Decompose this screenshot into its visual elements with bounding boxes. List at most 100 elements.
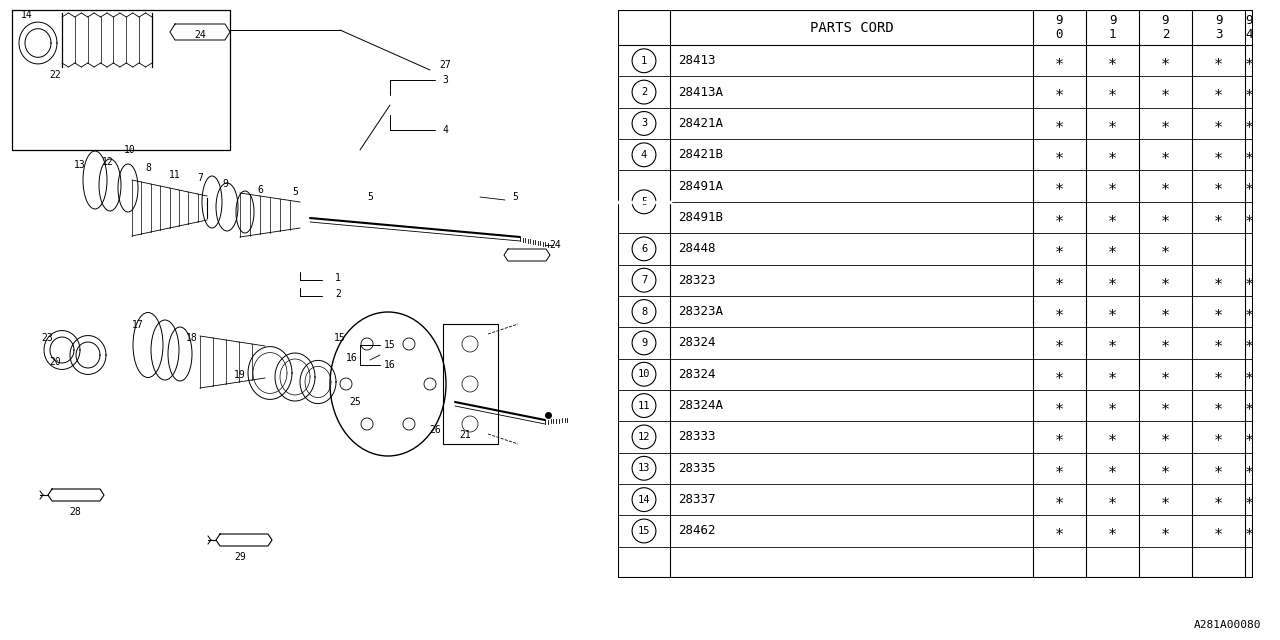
Text: 28491A: 28491A bbox=[678, 180, 723, 193]
Text: ∗: ∗ bbox=[1213, 429, 1224, 444]
Text: ∗: ∗ bbox=[1161, 524, 1170, 538]
Text: ∗: ∗ bbox=[1161, 335, 1170, 350]
Text: ∗: ∗ bbox=[1213, 524, 1224, 538]
Text: 26: 26 bbox=[429, 425, 440, 435]
Text: ∗: ∗ bbox=[1055, 116, 1064, 131]
Text: 2: 2 bbox=[641, 87, 648, 97]
Text: ∗: ∗ bbox=[1213, 116, 1224, 131]
Text: 24: 24 bbox=[549, 240, 561, 250]
Text: 6: 6 bbox=[257, 185, 262, 195]
Text: 13: 13 bbox=[74, 160, 86, 170]
Text: ∗: ∗ bbox=[1055, 524, 1064, 538]
Text: ∗: ∗ bbox=[1213, 304, 1224, 319]
Text: 22: 22 bbox=[49, 70, 61, 80]
Text: ∗: ∗ bbox=[1161, 492, 1170, 507]
Text: ∗: ∗ bbox=[1244, 273, 1253, 288]
Text: 28324A: 28324A bbox=[678, 399, 723, 412]
Text: 10: 10 bbox=[637, 369, 650, 380]
Text: ∗: ∗ bbox=[1055, 398, 1064, 413]
Text: 1: 1 bbox=[335, 273, 340, 283]
Text: 23: 23 bbox=[41, 333, 52, 343]
Text: 11: 11 bbox=[637, 401, 650, 411]
Text: ∗: ∗ bbox=[1161, 241, 1170, 257]
Text: ∗: ∗ bbox=[1213, 179, 1224, 194]
Text: ∗: ∗ bbox=[1161, 367, 1170, 381]
Text: 5: 5 bbox=[367, 192, 372, 202]
Text: ∗: ∗ bbox=[1108, 273, 1117, 288]
Text: ∗: ∗ bbox=[1161, 84, 1170, 100]
Text: 12: 12 bbox=[637, 432, 650, 442]
Text: ∗: ∗ bbox=[1213, 147, 1224, 163]
Text: ∗: ∗ bbox=[1108, 147, 1117, 163]
Text: ∗: ∗ bbox=[1055, 304, 1064, 319]
Text: 8: 8 bbox=[145, 163, 151, 173]
Text: 7: 7 bbox=[197, 173, 204, 183]
Text: 14: 14 bbox=[22, 10, 33, 20]
Text: 28: 28 bbox=[69, 507, 81, 517]
Text: ∗: ∗ bbox=[1108, 84, 1117, 100]
Text: 15: 15 bbox=[637, 526, 650, 536]
Text: PARTS CORD: PARTS CORD bbox=[810, 20, 893, 35]
Text: 28413: 28413 bbox=[678, 54, 716, 67]
Text: 11: 11 bbox=[169, 170, 180, 180]
Text: ∗: ∗ bbox=[1161, 53, 1170, 68]
Text: 7: 7 bbox=[641, 275, 648, 285]
Text: ∗: ∗ bbox=[1244, 335, 1253, 350]
Text: ∗: ∗ bbox=[1161, 116, 1170, 131]
Text: 24: 24 bbox=[195, 30, 206, 40]
Text: 16: 16 bbox=[384, 360, 396, 370]
Text: 28413A: 28413A bbox=[678, 86, 723, 99]
Text: 4: 4 bbox=[442, 125, 448, 135]
Text: ∗: ∗ bbox=[1161, 273, 1170, 288]
Text: ∗: ∗ bbox=[1244, 210, 1253, 225]
Text: 20: 20 bbox=[49, 357, 61, 367]
Text: ∗: ∗ bbox=[1161, 398, 1170, 413]
Text: ∗: ∗ bbox=[1213, 84, 1224, 100]
Text: ∗: ∗ bbox=[1213, 273, 1224, 288]
Text: 5: 5 bbox=[512, 192, 518, 202]
Text: 28462: 28462 bbox=[678, 524, 716, 538]
Text: 14: 14 bbox=[637, 495, 650, 504]
Text: ∗: ∗ bbox=[1244, 429, 1253, 444]
Text: ∗: ∗ bbox=[1055, 273, 1064, 288]
Text: ∗: ∗ bbox=[1213, 492, 1224, 507]
Text: ∗: ∗ bbox=[1244, 53, 1253, 68]
Text: 5: 5 bbox=[641, 197, 648, 207]
Text: ∗: ∗ bbox=[1244, 524, 1253, 538]
Text: ∗: ∗ bbox=[1108, 53, 1117, 68]
Text: ∗: ∗ bbox=[1213, 335, 1224, 350]
Text: 9
0: 9 0 bbox=[1056, 14, 1064, 41]
Text: ∗: ∗ bbox=[1161, 461, 1170, 476]
Text: ∗: ∗ bbox=[1108, 398, 1117, 413]
Text: 9
2: 9 2 bbox=[1162, 14, 1169, 41]
Text: 21: 21 bbox=[460, 430, 471, 440]
Text: ∗: ∗ bbox=[1244, 179, 1253, 194]
Text: 15: 15 bbox=[384, 340, 396, 350]
Text: ∗: ∗ bbox=[1108, 304, 1117, 319]
Text: ∗: ∗ bbox=[1213, 53, 1224, 68]
Text: 5: 5 bbox=[292, 187, 298, 197]
Text: 28333: 28333 bbox=[678, 431, 716, 444]
Text: ∗: ∗ bbox=[1161, 429, 1170, 444]
Text: ∗: ∗ bbox=[1108, 179, 1117, 194]
Text: ∗: ∗ bbox=[1108, 461, 1117, 476]
Text: ∗: ∗ bbox=[1244, 492, 1253, 507]
Bar bbox=[443, 324, 498, 444]
Text: ∗: ∗ bbox=[1213, 461, 1224, 476]
Text: 3: 3 bbox=[442, 75, 448, 85]
Text: ∗: ∗ bbox=[1055, 429, 1064, 444]
Text: ∗: ∗ bbox=[1244, 84, 1253, 100]
Text: 28324: 28324 bbox=[678, 337, 716, 349]
Text: ∗: ∗ bbox=[1213, 210, 1224, 225]
Text: 13: 13 bbox=[637, 463, 650, 474]
Text: 28491B: 28491B bbox=[678, 211, 723, 224]
Text: ∗: ∗ bbox=[1055, 210, 1064, 225]
Text: ∗: ∗ bbox=[1244, 367, 1253, 381]
Text: ∗: ∗ bbox=[1055, 492, 1064, 507]
Text: 25: 25 bbox=[349, 397, 361, 407]
Text: ∗: ∗ bbox=[1108, 335, 1117, 350]
Bar bbox=[12, 10, 230, 150]
Text: 3: 3 bbox=[641, 118, 648, 129]
Text: 28421A: 28421A bbox=[678, 117, 723, 130]
Text: 9
1: 9 1 bbox=[1108, 14, 1116, 41]
